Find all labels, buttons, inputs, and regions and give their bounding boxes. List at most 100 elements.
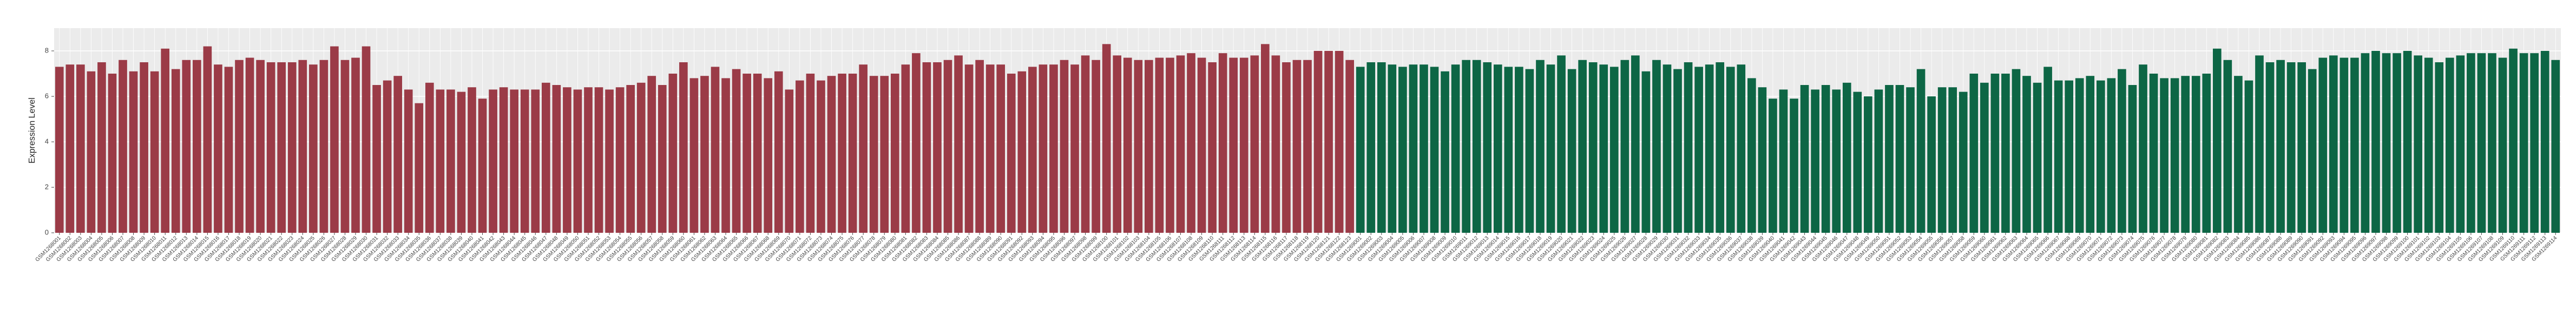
bar [1292,60,1302,233]
bar [2202,74,2211,233]
bar [2467,53,2475,233]
bar [1673,69,1682,233]
bar [912,53,921,233]
bar [552,85,561,233]
bar [1567,69,1576,233]
bar [1726,67,1735,233]
bar [2223,60,2232,233]
bar [1620,60,1629,233]
bar [1769,99,1777,233]
bar [119,60,127,233]
bar [1208,62,1217,233]
bar [1906,87,1915,233]
bar [1250,55,1259,233]
bar [2181,76,2190,233]
bar [1885,85,1894,233]
bar [1483,62,1492,233]
bar [330,46,339,233]
bar [2509,48,2518,233]
bar [964,64,974,233]
bar [933,62,942,233]
y-tick-label: 4 [45,137,49,145]
bar [1811,89,1819,233]
bar [1145,60,1153,233]
bar [1028,67,1037,233]
bar [764,78,773,233]
bar [520,89,529,233]
bar [182,60,191,233]
bar [1472,60,1481,233]
bar [1747,78,1756,233]
bar [869,76,878,233]
bar [2414,55,2422,233]
bar [1007,74,1016,233]
bar [108,74,117,233]
bar [214,64,222,233]
bar [256,60,265,233]
bar [2308,69,2317,233]
bar [2054,80,2063,233]
bar [2065,80,2074,233]
bar [2012,69,2021,233]
bar [97,62,106,233]
bar [1493,64,1502,233]
bar [1980,82,1989,233]
bar [1716,62,1725,233]
bar [859,64,868,233]
bar [1398,67,1407,233]
bar [1060,60,1069,233]
bar [2551,60,2560,233]
bar [1588,62,1598,233]
bar [890,74,899,233]
bar [753,74,762,233]
bar [2097,80,2105,233]
bar [626,85,635,233]
bar [2128,85,2137,233]
bar [1821,85,1830,233]
bar [150,71,159,233]
bar [287,62,297,233]
bar [1388,64,1397,233]
bar [1504,67,1513,233]
bar [2340,57,2349,233]
bar [2086,76,2095,233]
bar [2424,57,2433,233]
bar [1313,51,1323,233]
bar [171,69,180,233]
bar [2540,51,2549,233]
bar [2001,74,2010,233]
bar [1409,64,1418,233]
bar [817,80,825,233]
bar [2530,53,2539,233]
bar [2350,57,2359,233]
bar [1303,60,1312,233]
bar [1166,57,1174,233]
bar [266,62,275,233]
bar [848,74,857,233]
bar [668,74,678,233]
bar [2149,74,2158,233]
bar [193,60,201,233]
bar [1039,64,1048,233]
bar [647,76,656,233]
bar [1271,55,1280,233]
bar [1081,55,1090,233]
bar [563,87,571,233]
bar [436,89,445,233]
bar [2043,67,2052,233]
bar [2033,82,2042,233]
bar [901,64,910,233]
bar [277,62,286,233]
bar [161,48,170,233]
bar [298,60,307,233]
bar [1705,64,1714,233]
bar [383,80,392,233]
bar [415,103,424,233]
bar [1779,89,1788,233]
bar [2212,48,2222,233]
bar [1874,89,1883,233]
bar [1937,87,1947,233]
bar [605,89,614,233]
bar [362,46,371,233]
